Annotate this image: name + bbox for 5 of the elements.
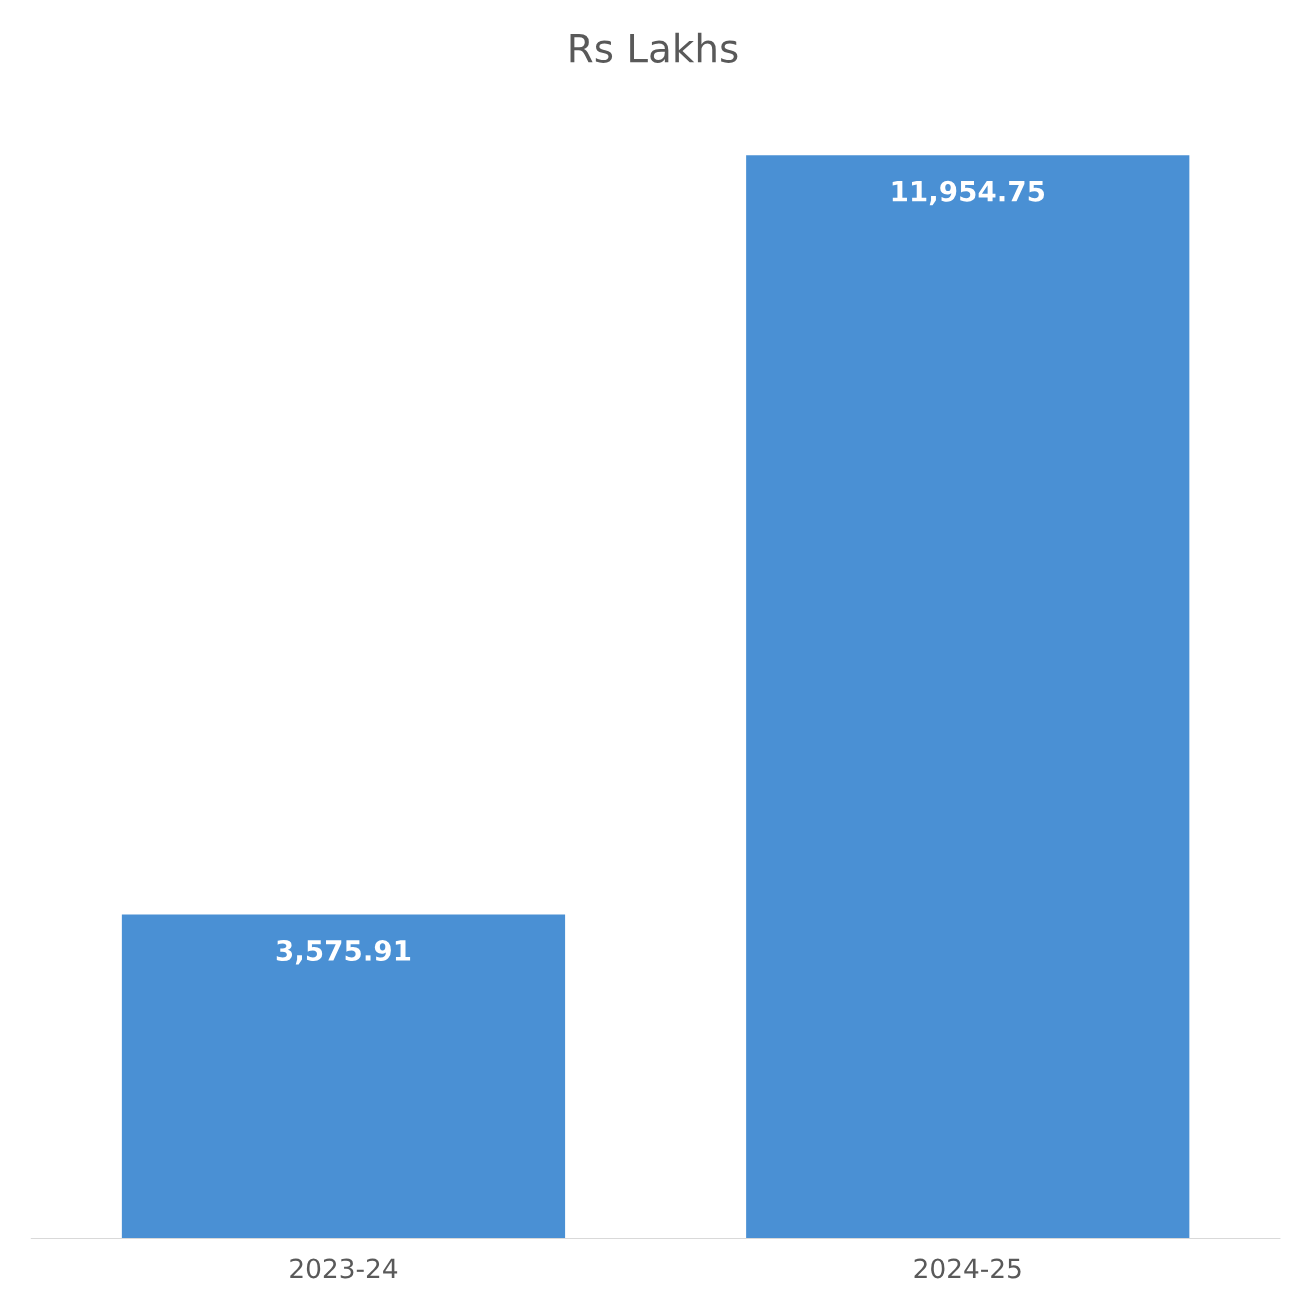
data-label: 11,954.75 [892, 180, 1045, 206]
data-label: 3,575.91 [276, 939, 411, 965]
chart-title: Rs Lakhs [570, 32, 738, 63]
x-tick-label: 2024-25 [914, 1258, 1021, 1279]
x-tick-label: 2023-24 [290, 1258, 398, 1279]
